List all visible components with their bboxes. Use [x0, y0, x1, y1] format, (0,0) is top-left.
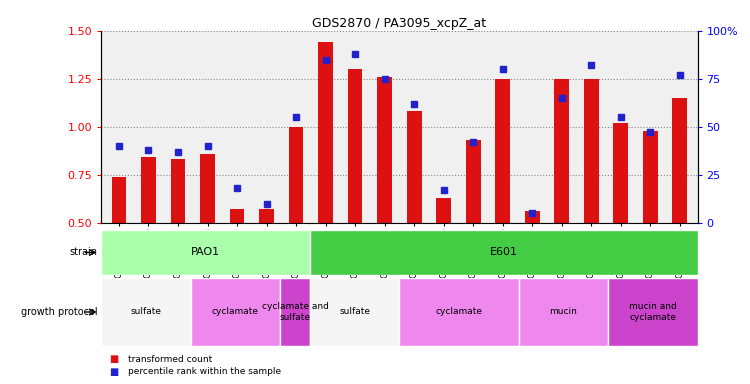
Bar	[614, 123, 628, 319]
Text: ■: ■	[109, 354, 118, 364]
Bar	[436, 198, 451, 319]
Bar	[399, 278, 519, 346]
Bar	[673, 98, 687, 319]
Bar	[406, 111, 422, 319]
Text: sulfate: sulfate	[130, 308, 161, 316]
Bar	[519, 278, 608, 346]
Bar	[200, 154, 215, 319]
Text: E601: E601	[490, 247, 518, 258]
Text: cyclamate: cyclamate	[212, 308, 259, 316]
Bar	[466, 140, 481, 319]
Bar	[289, 127, 304, 319]
Text: ■: ■	[109, 367, 118, 377]
Bar	[525, 211, 539, 319]
Bar	[170, 159, 185, 319]
Bar	[230, 209, 244, 319]
Bar	[310, 278, 399, 346]
Bar	[318, 42, 333, 319]
Bar	[584, 79, 598, 319]
Text: cyclamate: cyclamate	[436, 308, 482, 316]
Bar	[554, 79, 569, 319]
Bar	[260, 209, 274, 319]
Bar	[141, 157, 156, 319]
Text: mucin and
cyclamate: mucin and cyclamate	[629, 302, 676, 322]
Bar	[112, 177, 126, 319]
Text: mucin: mucin	[550, 308, 578, 316]
Bar	[190, 278, 280, 346]
Bar	[608, 278, 698, 346]
Bar	[495, 79, 510, 319]
Text: strain: strain	[70, 247, 98, 258]
Text: sulfate: sulfate	[339, 308, 370, 316]
Bar	[101, 230, 310, 275]
Title: GDS2870 / PA3095_xcpZ_at: GDS2870 / PA3095_xcpZ_at	[312, 17, 487, 30]
Text: PAO1: PAO1	[191, 247, 220, 258]
Text: growth protocol: growth protocol	[21, 307, 98, 317]
Bar	[377, 77, 392, 319]
Bar	[348, 69, 362, 319]
Bar	[101, 278, 190, 346]
Bar	[310, 230, 698, 275]
Bar	[280, 278, 310, 346]
Text: percentile rank within the sample: percentile rank within the sample	[128, 367, 280, 376]
Text: transformed count: transformed count	[128, 354, 212, 364]
Bar	[643, 131, 658, 319]
Text: cyclamate and
sulfate: cyclamate and sulfate	[262, 302, 328, 322]
